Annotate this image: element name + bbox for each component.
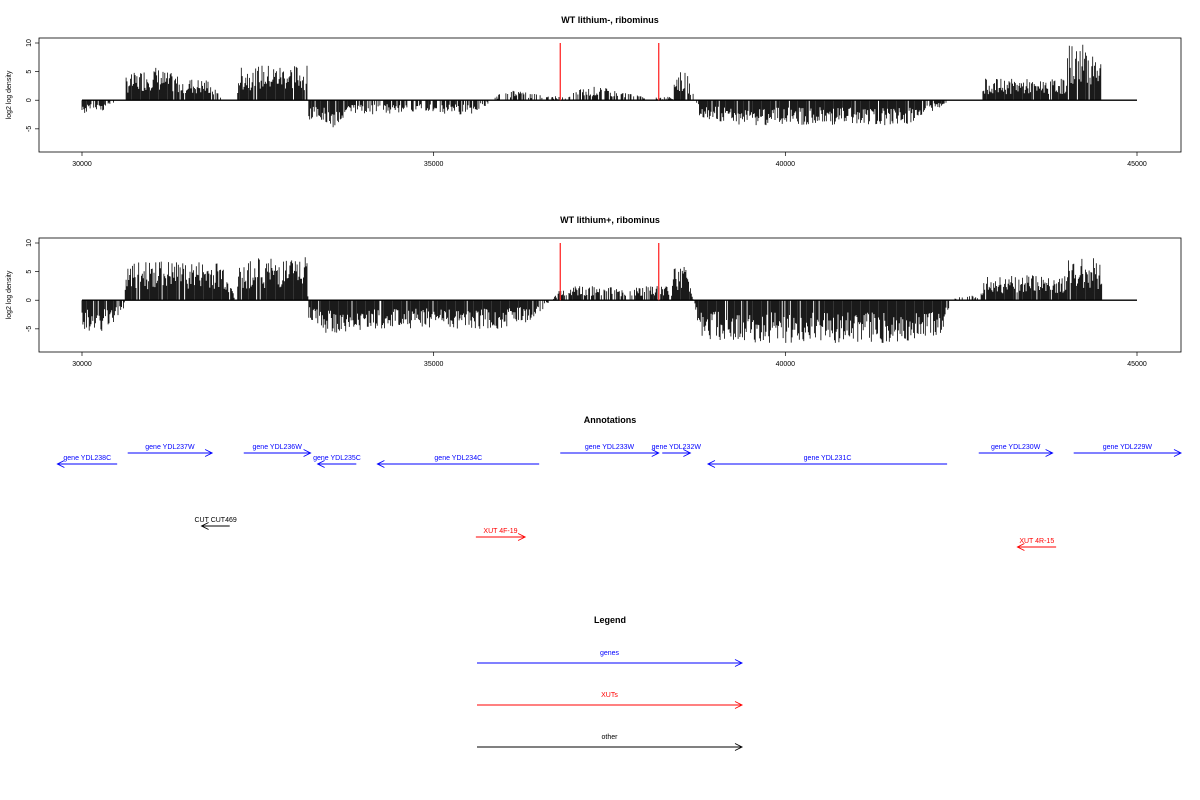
legend-item: XUTs [477, 692, 744, 709]
annotations-title: Annotations [584, 415, 637, 425]
x-tick-label: 45000 [1127, 361, 1147, 368]
annotation-feature: XUT 4F-19 [475, 528, 527, 541]
y-tick-label: 10 [26, 39, 33, 47]
x-tick-label: 30000 [72, 161, 92, 168]
x-tick-label: 35000 [424, 161, 444, 168]
arrow-head [376, 460, 385, 468]
y-tick-label: 5 [26, 70, 33, 74]
annotation-feature: gene YDL233W [560, 444, 660, 457]
signal-bars [81, 257, 1103, 343]
panel-wt-lithium-minus: WT lithium-, ribominus log2 log density … [6, 15, 1182, 168]
arrow-head [56, 460, 65, 468]
arrow-head [683, 449, 692, 457]
arrow-head [651, 449, 660, 457]
signal-bars [81, 44, 1102, 128]
arrow-head [204, 449, 214, 457]
y-tick-label: 0 [26, 298, 33, 302]
arrow-head [303, 449, 312, 457]
arrow-head [316, 460, 325, 468]
feature-label: gene YDL234C [434, 455, 482, 462]
annotation-feature: CUT CUT469 [194, 517, 237, 530]
feature-label: CUT CUT469 [194, 517, 236, 524]
y-tick-label: 10 [26, 239, 33, 247]
annotation-feature: gene YDL230W [978, 444, 1054, 457]
y-tick-label: -5 [26, 326, 33, 332]
annotation-feature: gene YDL234C [376, 455, 540, 468]
y-axis-label: log2 log density [6, 270, 13, 319]
y-tick-label: 0 [26, 98, 33, 102]
panel-wt-lithium-plus: WT lithium+, ribominus log2 log density … [6, 215, 1182, 368]
panel-title: WT lithium+, ribominus [560, 215, 660, 225]
annotation-feature: gene YDL232W [652, 444, 702, 457]
plot-frame [38, 237, 1182, 353]
annotation-feature: gene YDL237W [127, 444, 214, 457]
arrow-head [1045, 449, 1054, 457]
x-tick-label: 40000 [776, 361, 796, 368]
arrow-head [200, 522, 209, 530]
legend-item: other [477, 734, 744, 751]
feature-label: gene YDL235C [313, 455, 361, 462]
y-axis-label: log2 log density [6, 70, 13, 119]
legend-label: genes [600, 650, 620, 657]
feature-label: gene YDL232W [652, 444, 702, 451]
feature-label: gene YDL233W [585, 444, 635, 451]
feature-label: gene YDL238C [63, 455, 111, 462]
feature-label: gene YDL236W [253, 444, 303, 451]
legend-arrow-head [734, 743, 744, 751]
x-tick-label: 30000 [72, 361, 92, 368]
annotation-feature: XUT 4R-15 [1016, 538, 1057, 551]
y-tick-label: 5 [26, 270, 33, 274]
legend-label: XUTs [601, 692, 618, 699]
feature-label: gene YDL230W [991, 444, 1041, 451]
arrow-head [1016, 543, 1025, 551]
annotation-feature: gene YDL235C [313, 455, 361, 468]
legend-title: Legend [594, 615, 626, 625]
feature-label: XUT 4F-19 [483, 528, 517, 535]
annotation-feature: gene YDL231C [706, 455, 948, 468]
legend-item: genes [477, 650, 744, 667]
arrow-head [706, 460, 716, 468]
x-tick-label: 40000 [776, 161, 796, 168]
arrow-head [517, 533, 527, 541]
legend: Legend genes XUTs other [477, 615, 744, 751]
annotation-feature: gene YDL238C [56, 455, 118, 468]
legend-arrow-head [734, 701, 744, 709]
plot-frame [38, 37, 1182, 153]
legend-label: other [602, 734, 619, 741]
feature-label: gene YDL237W [145, 444, 195, 451]
arrow-head [1173, 449, 1183, 457]
annotations-track: Annotations gene YDL238C gene YDL237W gene… [56, 415, 1183, 551]
annotation-feature: gene YDL229W [1073, 444, 1183, 457]
feature-label: gene YDL231C [804, 455, 852, 462]
feature-label: gene YDL229W [1103, 444, 1153, 451]
legend-arrow-head [734, 659, 744, 667]
x-tick-label: 45000 [1127, 161, 1147, 168]
y-tick-label: -5 [26, 126, 33, 132]
panel-title: WT lithium-, ribominus [561, 15, 659, 25]
x-tick-label: 35000 [424, 361, 444, 368]
feature-label: XUT 4R-15 [1019, 538, 1054, 545]
annotation-feature: gene YDL236W [243, 444, 312, 457]
